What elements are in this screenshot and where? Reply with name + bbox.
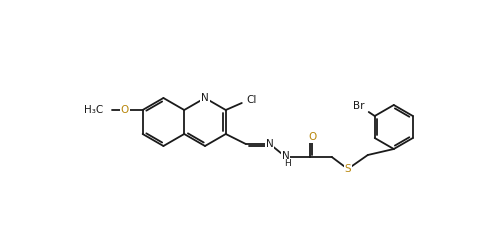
Text: Br: Br [353,101,364,111]
Text: N: N [266,139,273,149]
Text: H₃C: H₃C [84,105,104,115]
Text: O: O [120,105,129,115]
Text: S: S [345,164,351,174]
Text: N: N [201,93,209,103]
Text: Cl: Cl [246,95,257,105]
Text: N: N [282,151,290,161]
Text: H: H [284,160,291,168]
Text: O: O [309,132,317,142]
